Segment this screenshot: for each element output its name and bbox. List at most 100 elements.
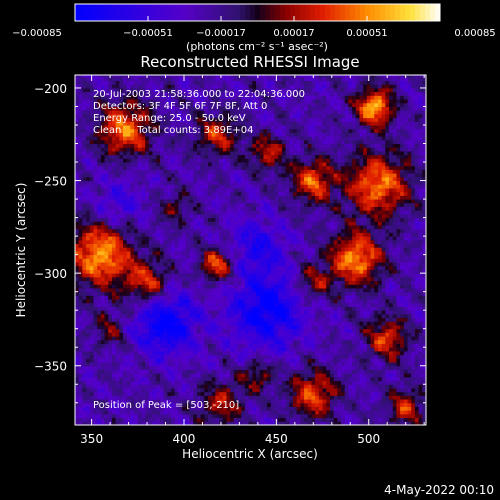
heatmap-cell — [78, 380, 83, 385]
heatmap-cell — [244, 280, 250, 285]
heatmap-cell — [237, 391, 242, 396]
heatmap-cell — [111, 387, 117, 393]
heatmap-cell — [219, 165, 224, 170]
heatmap-cell — [200, 113, 205, 119]
heatmap-cell — [208, 265, 213, 270]
heatmap-cell — [75, 369, 80, 374]
heatmap-cell — [145, 376, 150, 382]
heatmap-cell — [182, 350, 187, 356]
heatmap-cell — [78, 147, 83, 152]
heatmap-cell — [248, 384, 253, 389]
heatmap-cell — [230, 95, 235, 100]
heatmap-cell — [115, 139, 120, 145]
heatmap-cell — [241, 376, 246, 382]
heatmap-cell — [256, 206, 261, 211]
heatmap-cell — [86, 384, 91, 389]
heatmap-cell — [263, 258, 268, 263]
heatmap-cell — [115, 362, 120, 367]
heatmap-cell — [241, 121, 246, 126]
heatmap-cell — [134, 75, 139, 78]
heatmap-cell — [233, 232, 239, 237]
heatmap-cell — [93, 417, 98, 422]
heatmap-cell — [193, 262, 198, 267]
heatmap-cell — [259, 328, 264, 333]
heatmap-cell — [134, 176, 139, 182]
heatmap-cell — [174, 358, 179, 363]
heatmap-cell — [159, 365, 165, 370]
heatmap-cell — [178, 75, 183, 78]
heatmap-cell — [159, 76, 165, 82]
heatmap-cell — [193, 136, 198, 141]
heatmap-cell — [237, 206, 242, 211]
heatmap-cell — [156, 302, 161, 307]
heatmap-cell — [256, 347, 261, 352]
heatmap-cell — [115, 91, 120, 96]
heatmap-cell — [82, 421, 87, 425]
heatmap-cell — [219, 217, 224, 222]
heatmap-cell — [185, 169, 191, 174]
heatmap-cell — [208, 417, 213, 422]
heatmap-cell — [163, 184, 168, 189]
heatmap-cell — [244, 406, 250, 411]
colorbar-cell — [360, 4, 366, 21]
heatmap-cell — [204, 291, 209, 296]
heatmap-cell — [167, 354, 172, 359]
heatmap-cell — [256, 299, 261, 304]
heatmap-cell — [182, 376, 187, 382]
heatmap-cell — [196, 273, 202, 278]
heatmap-cell — [233, 173, 239, 178]
heatmap-cell — [215, 373, 220, 378]
heatmap-cell — [152, 254, 157, 259]
heatmap-cell — [263, 276, 268, 282]
heatmap-cell — [82, 143, 87, 148]
heatmap-cell — [256, 350, 261, 356]
heatmap-cell — [222, 410, 227, 415]
heatmap-cell — [230, 180, 235, 185]
heatmap-cell — [115, 228, 120, 233]
colorbar-cell — [160, 4, 166, 21]
heatmap-cell — [237, 284, 242, 289]
heatmap-cell — [89, 365, 94, 370]
heatmap-cell — [75, 325, 80, 330]
heatmap-cell — [123, 206, 128, 211]
heatmap-cell — [86, 158, 91, 163]
heatmap-cell — [75, 273, 80, 278]
heatmap-cell — [159, 243, 165, 248]
heatmap-cell — [78, 302, 83, 307]
heatmap-cell — [156, 291, 161, 296]
heatmap-cell — [86, 250, 91, 256]
heatmap-cell — [148, 306, 154, 311]
heatmap-cell — [222, 158, 227, 163]
heatmap-cell — [148, 162, 154, 167]
heatmap-cell — [259, 132, 264, 137]
heatmap-cell — [134, 354, 139, 359]
heatmap-cell — [75, 295, 80, 300]
heatmap-cell — [204, 132, 209, 137]
heatmap-cell — [248, 302, 253, 307]
heatmap-cell — [230, 110, 235, 115]
heatmap-cell — [159, 358, 165, 363]
heatmap-cell — [196, 421, 202, 425]
heatmap-cell — [156, 117, 161, 122]
heatmap-cell — [115, 276, 120, 282]
heatmap-cell — [204, 350, 209, 356]
heatmap-cell — [145, 239, 150, 245]
heatmap-cell — [126, 110, 131, 115]
heatmap-cell — [75, 321, 80, 326]
heatmap-cell — [174, 410, 179, 415]
heatmap-cell — [115, 402, 120, 407]
heatmap-cell — [115, 217, 120, 222]
heatmap-cell — [130, 336, 135, 341]
heatmap-cell — [222, 239, 227, 245]
heatmap-cell — [233, 187, 239, 193]
heatmap-cell — [78, 373, 83, 378]
heatmap-cell — [134, 121, 139, 126]
heatmap-cell — [75, 280, 80, 285]
colorbar-cell — [110, 4, 116, 21]
heatmap-cell — [75, 213, 80, 219]
heatmap-cell — [230, 384, 235, 389]
heatmap-cell — [93, 187, 98, 193]
heatmap-cell — [97, 387, 102, 393]
heatmap-cell — [137, 269, 142, 274]
heatmap-cell — [248, 369, 253, 374]
